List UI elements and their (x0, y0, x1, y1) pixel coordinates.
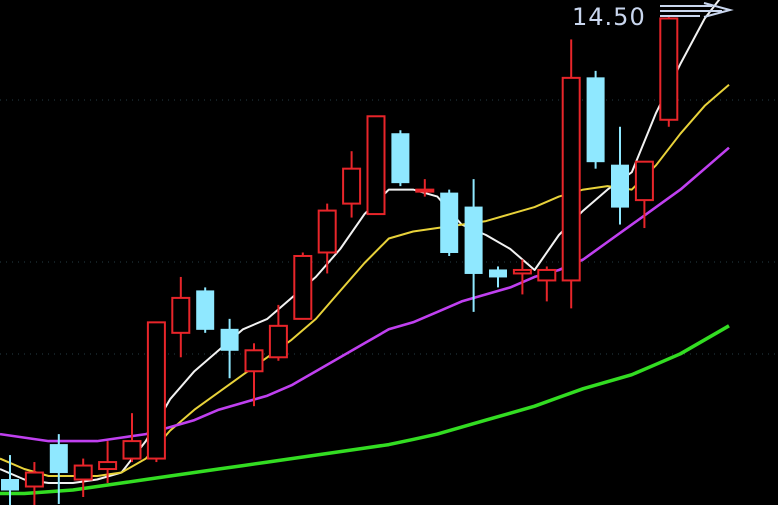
candle-8 (196, 287, 215, 333)
candle-1 (24, 462, 44, 505)
candle-23-body (561, 76, 581, 282)
candle-0-body (1, 479, 19, 491)
candle-23 (561, 39, 581, 309)
ma-line-0 (0, 0, 721, 484)
candle-11 (268, 304, 288, 361)
arrow-marker (660, 2, 734, 18)
candle-22 (537, 266, 557, 302)
candle-19-body (464, 206, 483, 274)
candle-12-body (293, 254, 313, 320)
candle-14-body (342, 167, 362, 205)
candle-26 (634, 160, 654, 229)
candle-15-body (366, 115, 386, 216)
ma-line-2 (0, 146, 730, 443)
candle-5 (122, 413, 142, 463)
candle-8-body (196, 290, 215, 330)
candle-20-body (489, 269, 507, 278)
candle-13-body (317, 209, 337, 254)
ma-line-3 (0, 324, 730, 496)
candle-12 (293, 252, 313, 320)
candle-10-body (244, 349, 264, 373)
candle-21-body (512, 268, 532, 275)
candle-16 (391, 130, 410, 187)
candle-24-body (586, 77, 605, 163)
candle-14 (342, 151, 362, 218)
candle-1-body (24, 471, 44, 488)
candle-3-body (73, 464, 93, 481)
candle-0 (1, 455, 19, 505)
candle-2-body (49, 444, 68, 474)
candle-17 (415, 179, 435, 197)
candle-20 (489, 266, 507, 288)
candle-15 (366, 115, 386, 216)
candles-layer (1, 14, 679, 505)
candle-11-body (268, 324, 288, 359)
candle-9-body (220, 328, 239, 351)
candle-3 (73, 458, 93, 497)
candle-13 (317, 203, 337, 274)
candle-26-body (634, 160, 654, 202)
ma-line-1 (0, 84, 730, 477)
candle-24 (586, 70, 605, 169)
last-price-label: 14.50 (572, 3, 646, 31)
candle-6-body (146, 321, 166, 460)
candle-6 (146, 321, 166, 463)
candle-4-body (98, 461, 118, 471)
candle-27-body (659, 17, 679, 121)
candle-5-body (122, 440, 142, 460)
candle-2 (49, 434, 68, 504)
candle-9 (220, 318, 239, 379)
candle-18 (440, 189, 459, 256)
candle-7-body (171, 296, 191, 334)
grid-layer (0, 99, 778, 355)
candle-21 (512, 259, 532, 295)
candle-27 (659, 14, 679, 127)
candle-25-body (611, 164, 629, 208)
candle-25 (611, 126, 629, 225)
candle-10 (244, 343, 264, 407)
moving-average-layer (0, 0, 730, 496)
candle-22-body (537, 268, 557, 282)
candle-17-body (415, 188, 435, 193)
candle-19 (464, 179, 483, 312)
candle-18-body (440, 192, 459, 253)
candle-16-body (391, 133, 410, 184)
candle-4 (98, 441, 118, 484)
candle-7 (171, 276, 191, 358)
